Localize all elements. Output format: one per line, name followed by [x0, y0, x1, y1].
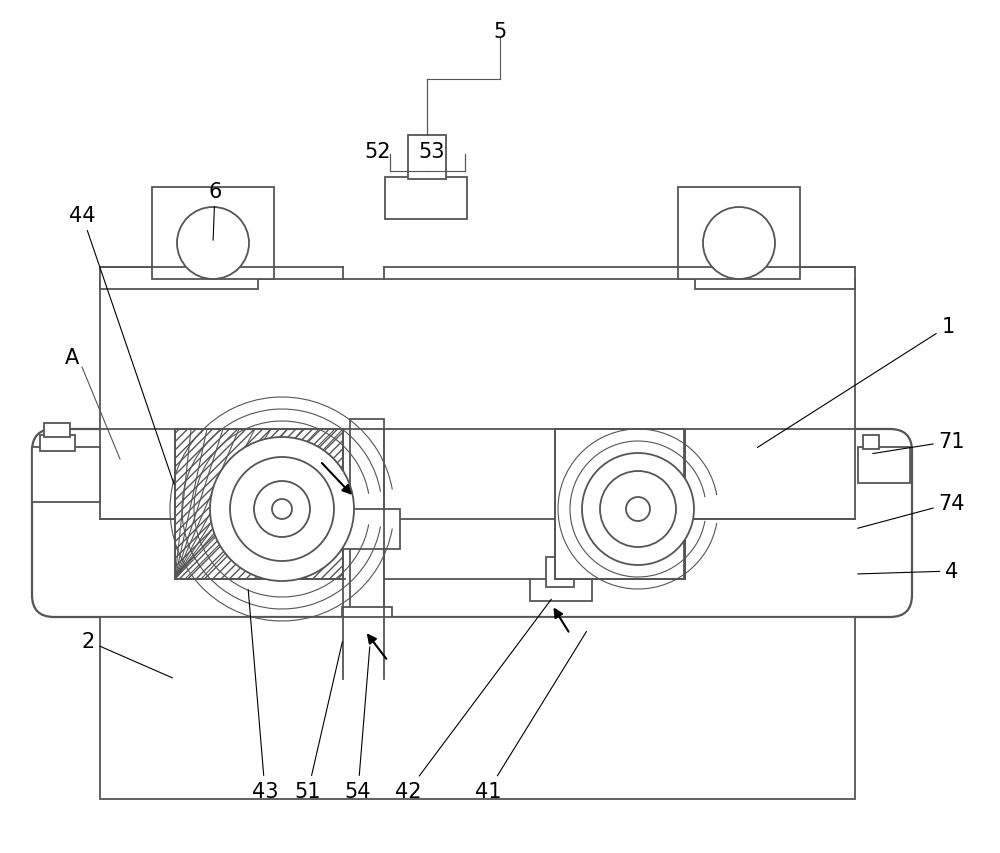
- Bar: [695, 268, 855, 290]
- Circle shape: [600, 472, 676, 548]
- Circle shape: [210, 438, 354, 581]
- Bar: [348, 639, 384, 661]
- Text: 52: 52: [365, 142, 391, 162]
- Bar: [342, 607, 392, 639]
- Bar: [408, 136, 446, 180]
- Bar: [44, 423, 70, 438]
- Circle shape: [703, 208, 775, 280]
- Text: 4: 4: [858, 561, 959, 581]
- Text: 44: 44: [69, 206, 174, 485]
- Bar: [546, 557, 574, 588]
- Circle shape: [626, 497, 650, 521]
- Text: 43: 43: [248, 590, 278, 801]
- Bar: [678, 188, 800, 280]
- Bar: [555, 430, 685, 579]
- Bar: [100, 268, 258, 290]
- Circle shape: [230, 457, 334, 561]
- Text: 6: 6: [208, 182, 222, 241]
- Circle shape: [272, 499, 292, 519]
- Circle shape: [582, 454, 694, 566]
- Text: 1: 1: [757, 316, 955, 448]
- Bar: [334, 509, 400, 549]
- Text: 53: 53: [419, 142, 445, 162]
- Bar: [858, 448, 910, 484]
- Bar: [530, 579, 592, 601]
- Bar: [350, 420, 384, 679]
- FancyBboxPatch shape: [32, 430, 912, 618]
- Text: 74: 74: [858, 493, 965, 529]
- Text: 42: 42: [395, 600, 551, 801]
- Circle shape: [254, 481, 310, 537]
- Text: 54: 54: [345, 647, 371, 801]
- Bar: [100, 280, 855, 519]
- Text: 41: 41: [475, 631, 587, 801]
- Bar: [40, 436, 75, 451]
- Bar: [175, 430, 343, 579]
- Text: A: A: [65, 347, 79, 368]
- Bar: [100, 618, 855, 799]
- Text: 5: 5: [493, 22, 507, 42]
- Bar: [32, 448, 100, 502]
- Text: 71: 71: [873, 432, 965, 454]
- Text: 2: 2: [81, 631, 172, 678]
- Circle shape: [177, 208, 249, 280]
- Bar: [863, 436, 879, 450]
- Bar: [385, 177, 467, 220]
- Bar: [152, 188, 274, 280]
- Text: 51: 51: [295, 642, 342, 801]
